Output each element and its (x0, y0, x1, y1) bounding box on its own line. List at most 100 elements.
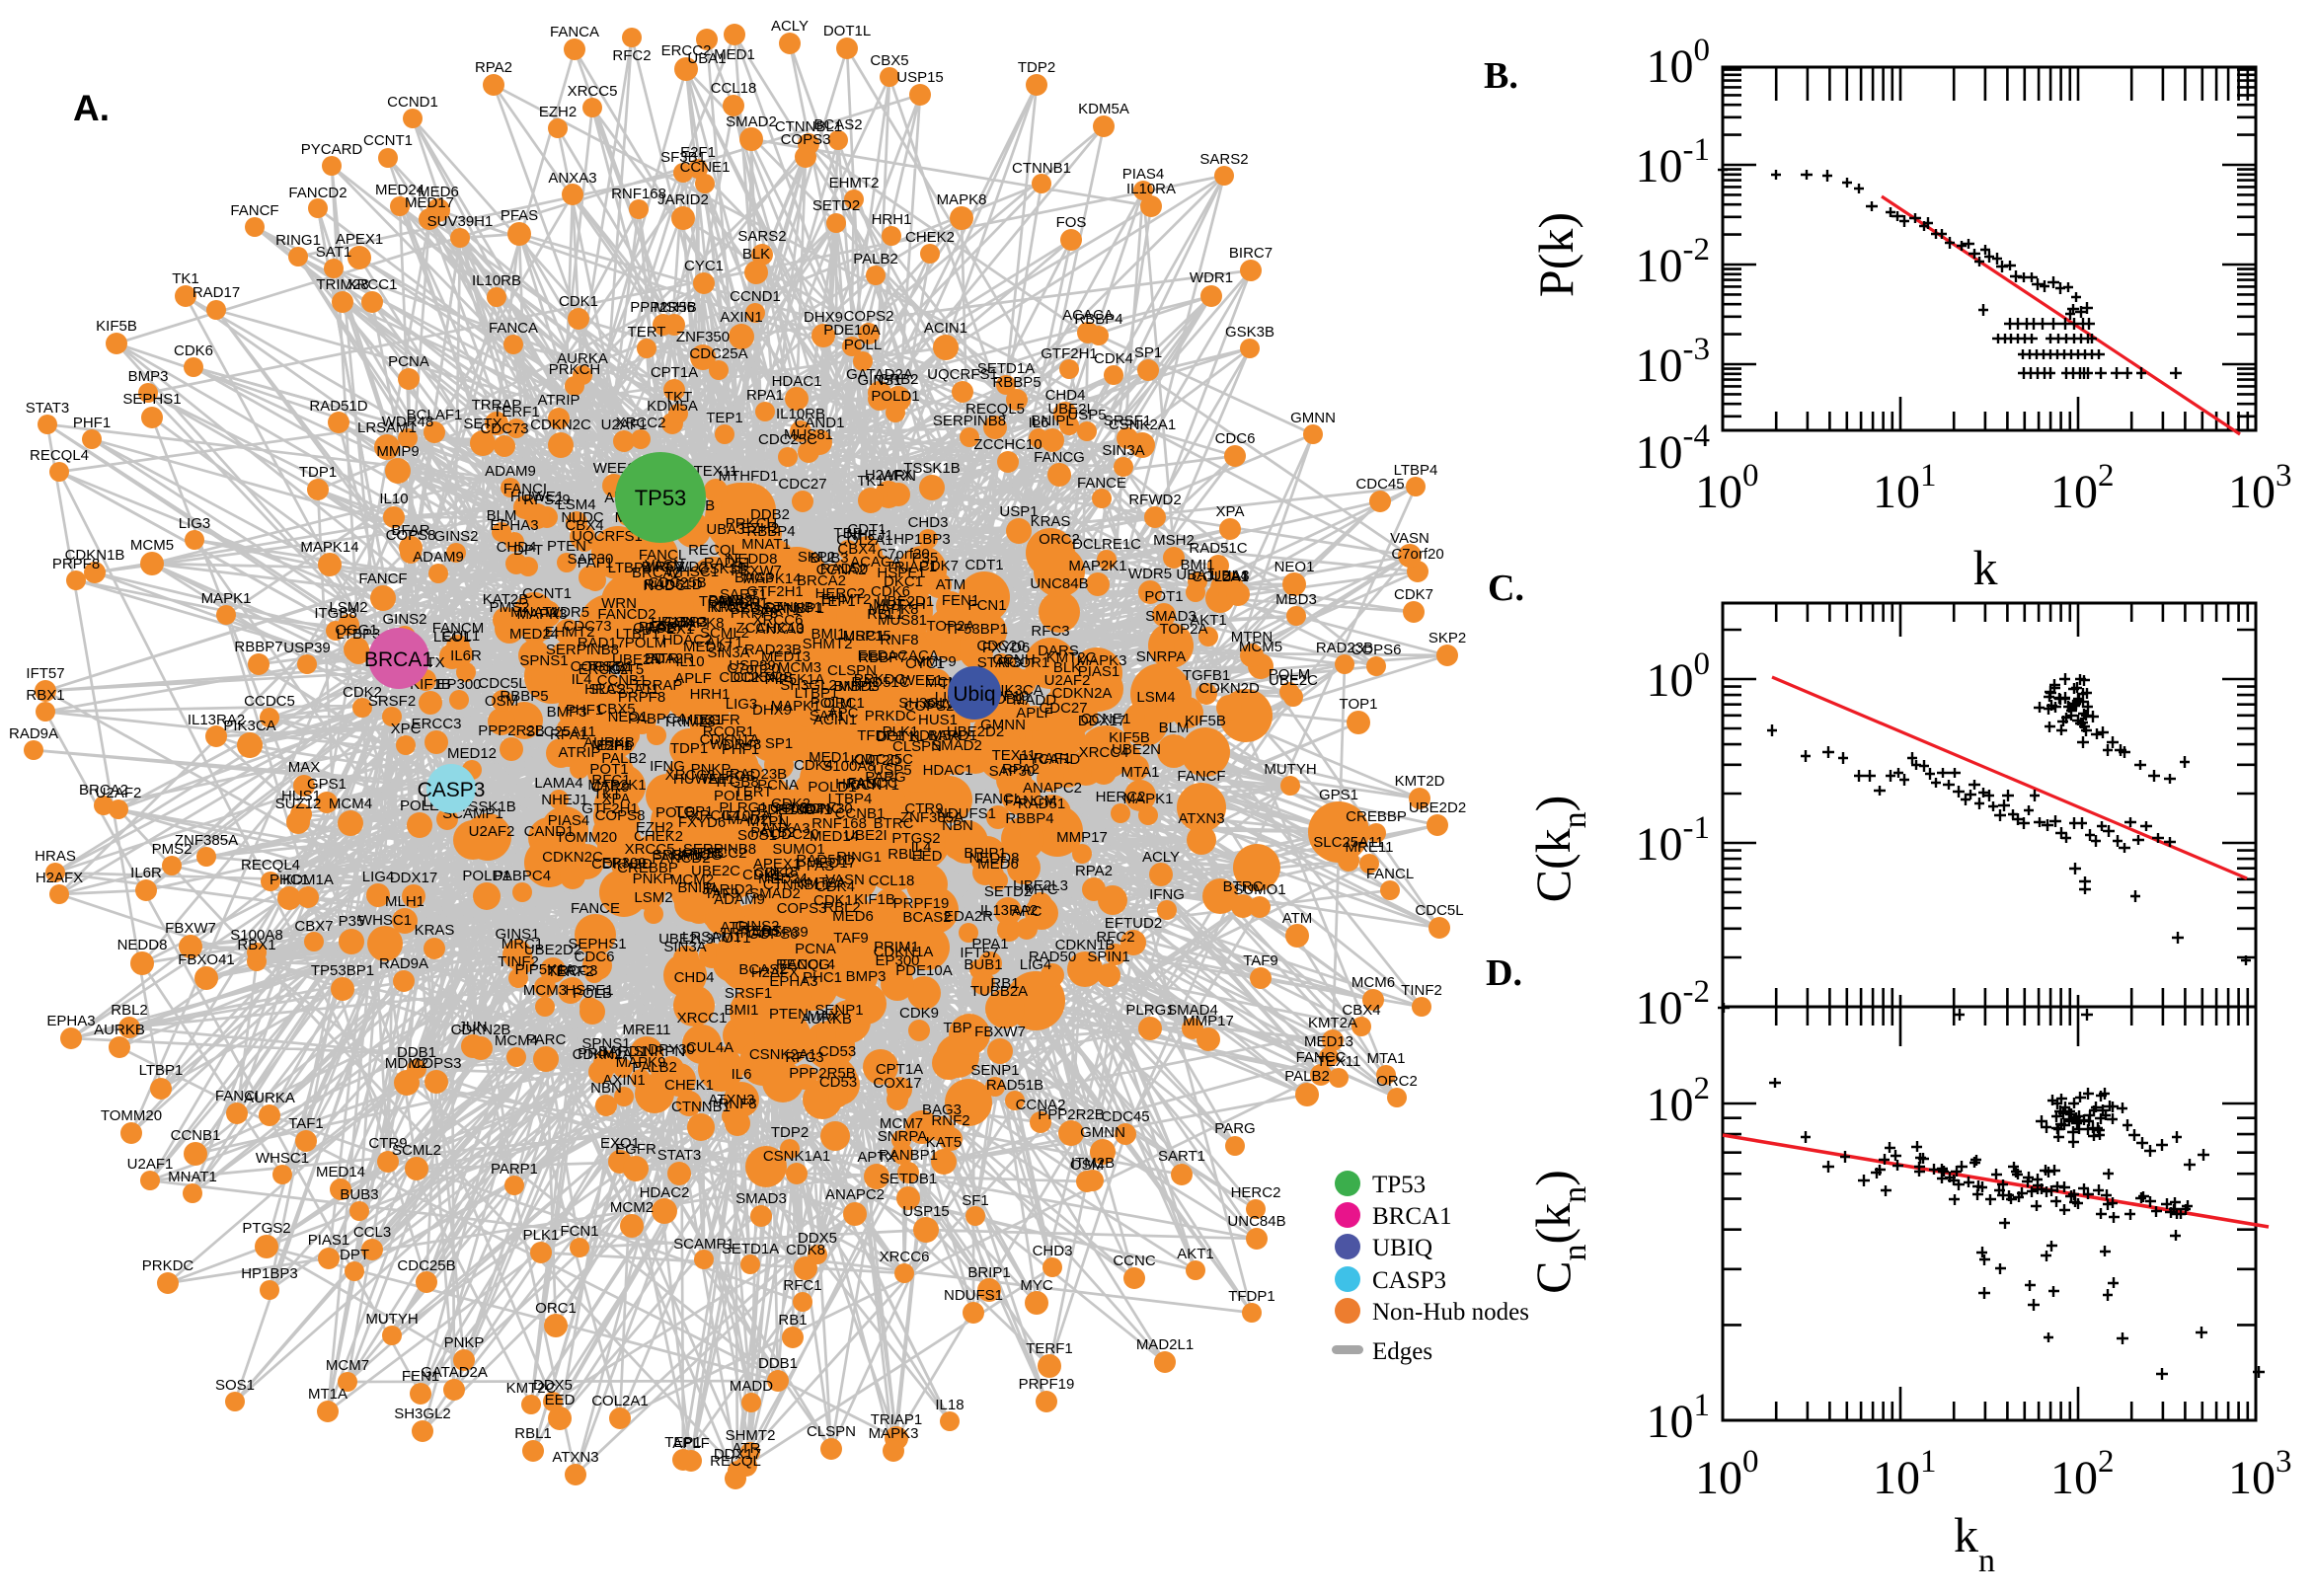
svg-text:USP15: USP15 (896, 69, 944, 86)
svg-text:RBL1: RBL1 (888, 846, 925, 863)
svg-text:ANXA3: ANXA3 (548, 170, 596, 187)
svg-text:XRCC3: XRCC3 (548, 962, 598, 979)
svg-text:PRKDC: PRKDC (142, 1257, 194, 1274)
svg-text:WDR48: WDR48 (710, 736, 762, 753)
svg-text:EP300: EP300 (436, 676, 481, 693)
svg-text:TRIAP1: TRIAP1 (871, 1411, 923, 1428)
svg-text:USP39: USP39 (283, 640, 331, 656)
svg-text:PRPF19: PRPF19 (1019, 1376, 1075, 1393)
svg-text:SP1: SP1 (765, 735, 793, 752)
svg-text:Edges: Edges (1372, 1338, 1432, 1365)
svg-text:FANCM: FANCM (432, 620, 485, 637)
svg-text:LIG3: LIG3 (179, 515, 211, 532)
svg-text:MAP2K1: MAP2K1 (1068, 558, 1126, 574)
svg-text:BRCA1: BRCA1 (364, 648, 433, 671)
svg-text:POLD1: POLD1 (462, 868, 510, 884)
svg-text:RBBP4: RBBP4 (746, 523, 795, 540)
svg-text:CCL3: CCL3 (770, 799, 808, 816)
svg-text:RBL1: RBL1 (514, 1425, 552, 1442)
svg-text:PNKP: PNKP (633, 871, 673, 887)
svg-text:ERCC3: ERCC3 (412, 716, 462, 732)
svg-text:UNC84B: UNC84B (1030, 575, 1088, 592)
svg-text:XRCC2: XRCC2 (616, 415, 666, 431)
svg-text:FANCD2: FANCD2 (652, 850, 710, 867)
svg-text:BNIPL: BNIPL (1031, 413, 1073, 429)
svg-text:BNIPL: BNIPL (833, 678, 876, 695)
svg-text:LTBP4: LTBP4 (1394, 462, 1438, 479)
svg-text:BUB3: BUB3 (340, 1186, 378, 1203)
svg-text:HUS1: HUS1 (918, 712, 958, 728)
svg-text:KMT2D: KMT2D (1395, 773, 1445, 790)
svg-text:BCAS2: BCAS2 (738, 961, 787, 978)
svg-text:BMI1: BMI1 (724, 1002, 758, 1019)
svg-text:DDX5: DDX5 (798, 1230, 837, 1247)
svg-text:TP53: TP53 (635, 486, 687, 510)
svg-text:UBE2L3: UBE2L3 (658, 931, 714, 948)
svg-text:RCOR1: RCOR1 (703, 723, 755, 740)
svg-text:SPNS1: SPNS1 (519, 652, 568, 669)
svg-text:CDKN2C: CDKN2C (530, 417, 591, 433)
svg-text:XRCC6: XRCC6 (880, 1249, 930, 1265)
svg-text:CREBBP: CREBBP (617, 860, 678, 876)
svg-text:AURKB: AURKB (94, 1022, 145, 1038)
svg-text:S100A8: S100A8 (822, 758, 875, 775)
svg-text:ADAM9: ADAM9 (413, 549, 464, 566)
svg-text:MRE11: MRE11 (623, 1022, 671, 1038)
svg-text:DPY30: DPY30 (806, 800, 853, 817)
svg-text:SETDB1: SETDB1 (880, 1171, 937, 1187)
svg-text:FANCI: FANCI (215, 1088, 259, 1104)
svg-text:PALB2: PALB2 (708, 592, 753, 609)
svg-text:MTHFD1: MTHFD1 (719, 468, 779, 485)
svg-text:CDC45: CDC45 (1101, 1108, 1149, 1125)
svg-text:BAG3: BAG3 (734, 570, 774, 586)
svg-text:CAND1: CAND1 (524, 823, 575, 840)
svg-text:MED24: MED24 (375, 182, 425, 198)
svg-text:RFWD2: RFWD2 (1128, 492, 1181, 508)
svg-text:CDK8: CDK8 (786, 1242, 825, 1258)
svg-text:TRRAP: TRRAP (721, 925, 771, 942)
svg-text:CDC20: CDC20 (976, 638, 1025, 654)
svg-text:TOMM20: TOMM20 (556, 829, 617, 846)
svg-text:GINS1: GINS1 (495, 926, 539, 943)
svg-text:ZCCHC10: ZCCHC10 (735, 620, 804, 637)
svg-text:KIF5B: KIF5B (96, 318, 137, 335)
svg-text:USP15: USP15 (844, 628, 891, 645)
svg-text:TINF2: TINF2 (1401, 982, 1442, 999)
svg-text:IL10: IL10 (675, 653, 704, 670)
svg-text:TKT: TKT (664, 389, 692, 406)
svg-text:WRN: WRN (601, 595, 637, 612)
svg-text:RPS29: RPS29 (523, 492, 571, 508)
svg-text:KIF5B: KIF5B (1109, 729, 1150, 746)
svg-text:MCM5: MCM5 (1239, 639, 1282, 655)
svg-text:FANCD2: FANCD2 (597, 606, 656, 623)
svg-text:SPIN1: SPIN1 (1087, 949, 1129, 965)
svg-text:UBE2I: UBE2I (1047, 401, 1090, 418)
svg-text:STAT3: STAT3 (657, 1147, 701, 1164)
svg-text:OSM: OSM (485, 693, 518, 710)
svg-text:ADAM9: ADAM9 (714, 891, 765, 908)
svg-text:RPA2: RPA2 (1075, 863, 1113, 879)
svg-text:WDR1: WDR1 (1190, 269, 1233, 286)
svg-text:SLC25A11: SLC25A11 (525, 723, 595, 740)
svg-text:PTGS2: PTGS2 (242, 1220, 290, 1237)
svg-text:SMAD2: SMAD2 (931, 737, 982, 754)
svg-text:RAD50: RAD50 (820, 561, 868, 577)
svg-text:RING1: RING1 (836, 849, 882, 866)
svg-text:NEO1: NEO1 (1274, 559, 1315, 575)
svg-text:A.: A. (73, 88, 110, 128)
svg-text:TAF9: TAF9 (1243, 952, 1278, 969)
svg-text:MAP2K1: MAP2K1 (587, 777, 646, 794)
svg-text:RBL1: RBL1 (867, 606, 904, 623)
svg-text:MAPK14: MAPK14 (742, 570, 801, 587)
svg-text:SAP30: SAP30 (568, 551, 614, 568)
svg-text:TRIM28: TRIM28 (662, 714, 715, 730)
svg-text:BAG3: BAG3 (922, 1102, 962, 1118)
svg-text:KRAS: KRAS (1031, 513, 1071, 530)
svg-text:PDE10A: PDE10A (895, 962, 953, 979)
svg-text:FANCF: FANCF (1177, 768, 1225, 785)
svg-text:MCM3: MCM3 (778, 659, 821, 676)
svg-text:COPS3: COPS3 (777, 900, 827, 917)
svg-text:ANAPC2: ANAPC2 (1023, 780, 1082, 797)
svg-text:PMS2: PMS2 (490, 599, 530, 616)
svg-text:USP39: USP39 (761, 924, 809, 941)
